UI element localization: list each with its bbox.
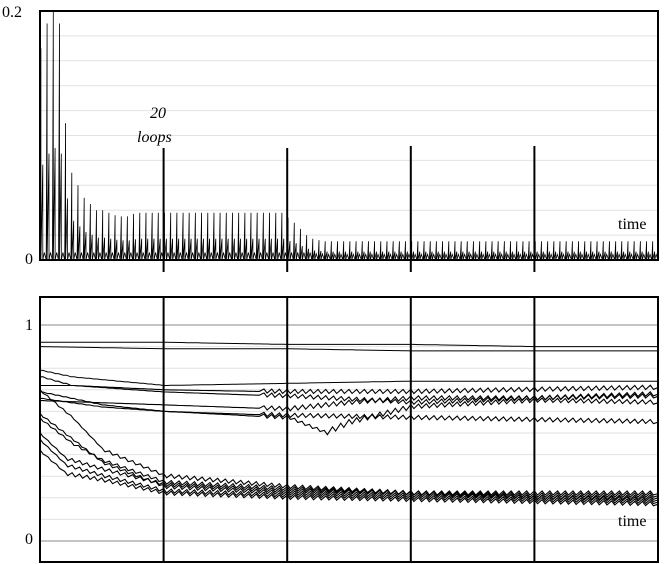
bottom-series-line [39,412,659,503]
bottom-series-lines [39,341,659,507]
bottom-series-line [40,369,658,386]
bottom-series-line [40,341,658,348]
annotation-line1: 20 [150,105,166,122]
bottom-series-line [39,438,659,505]
bottom-series-line [39,449,659,507]
bottom-series-line [39,389,659,496]
top-grid [40,35,658,236]
top-ytick-max: 0.2 [2,4,22,21]
bottom-series-line [40,391,659,425]
bottom-ytick-max: 1 [25,317,33,334]
top-panel: 0.2 0 time 20 loops [2,4,659,272]
bottom-series-line [40,397,659,436]
annotation-line2: loops [137,129,172,146]
bottom-loop-markers [162,297,536,562]
top-ytick-min: 0 [25,251,33,268]
bottom-ytick-min: 0 [25,531,33,548]
bottom-series-line [40,384,659,395]
bottom-xlabel: time [618,513,646,530]
bottom-series-line [40,392,659,412]
bottom-series-line [39,432,659,499]
bottom-panel: 1 0 time [25,296,659,563]
top-xlabel: time [618,216,646,233]
bottom-plot-frame [39,296,659,563]
top-loop-markers [162,146,536,272]
bottom-series-line [40,346,658,352]
top-plot-frame [39,10,659,261]
bottom-grid [40,324,658,542]
